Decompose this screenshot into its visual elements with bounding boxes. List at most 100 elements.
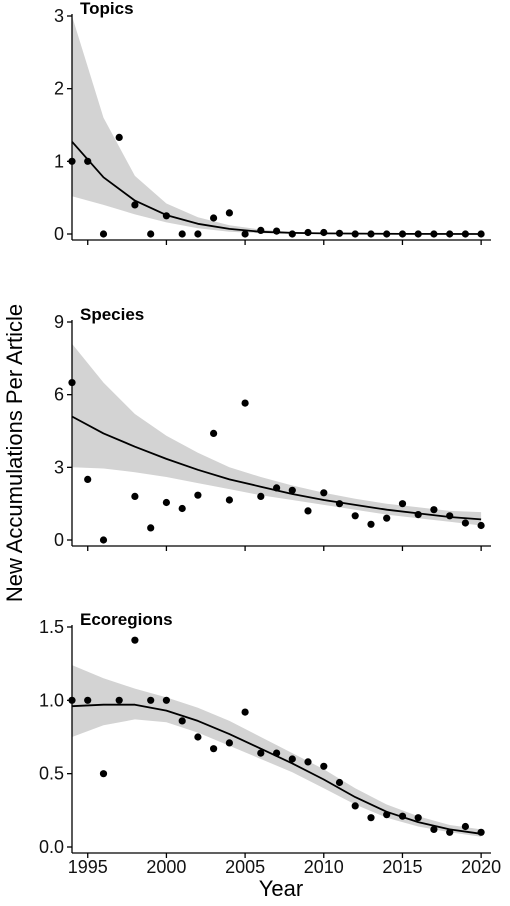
data-point	[446, 512, 454, 520]
x-tick-label: 2010	[304, 857, 344, 877]
data-point	[273, 227, 281, 235]
y-tick-label: 3	[54, 457, 64, 477]
data-point	[367, 230, 375, 238]
data-point	[115, 696, 123, 704]
y-tick-label: 6	[54, 385, 64, 405]
data-point	[68, 379, 76, 387]
data-point	[131, 636, 139, 644]
panel-title-topics: Topics	[80, 0, 134, 18]
data-point	[68, 696, 76, 704]
fitted-curve	[71, 703, 482, 835]
x-tick-label: 2005	[225, 857, 265, 877]
data-point	[178, 230, 186, 238]
data-point	[241, 708, 249, 716]
data-point	[162, 696, 170, 704]
data-point	[320, 489, 328, 497]
data-point	[273, 749, 281, 757]
data-point	[414, 230, 422, 238]
data-point	[430, 825, 438, 834]
data-point	[225, 496, 233, 504]
data-point	[288, 486, 296, 494]
data-point	[84, 696, 92, 704]
data-point	[335, 500, 344, 508]
data-point	[367, 520, 375, 528]
data-point	[383, 514, 391, 522]
data-point	[210, 214, 218, 222]
data-point	[461, 519, 469, 527]
x-axis-title: Year	[259, 876, 303, 901]
data-point	[115, 133, 123, 141]
panel-title-ecoregions: Ecoregions	[80, 610, 173, 629]
data-point	[178, 717, 186, 725]
data-point	[477, 230, 485, 238]
data-point	[288, 230, 296, 238]
data-point	[383, 230, 391, 238]
data-point	[194, 230, 202, 238]
data-point	[99, 230, 108, 238]
data-point	[210, 745, 218, 753]
data-point	[335, 229, 344, 237]
data-point	[225, 739, 233, 747]
data-point	[351, 802, 359, 810]
data-point	[398, 812, 407, 820]
data-point	[430, 506, 438, 514]
y-tick-label: 1.5	[39, 617, 64, 637]
panel-ecoregions: 0.0 0.5 1.0 1.5 1995 2000 2005 2010 2015 2020 Ecor…	[39, 610, 501, 877]
panel-species: 0 3 6 9 Species	[54, 305, 491, 551]
fitted-curve	[71, 141, 482, 235]
data-point	[398, 500, 407, 508]
data-point	[68, 157, 76, 165]
data-point	[194, 491, 202, 499]
confidence-band	[72, 16, 482, 234]
data-point	[241, 399, 249, 407]
data-point	[304, 758, 312, 766]
y-tick-label: 9	[54, 312, 64, 332]
data-point	[147, 524, 155, 532]
data-point	[194, 733, 202, 741]
y-tick-label: 0	[54, 224, 64, 244]
data-point	[131, 201, 139, 209]
data-point	[84, 475, 92, 483]
data-point	[241, 230, 249, 238]
y-tick-label: 3	[54, 6, 64, 26]
data-point	[461, 822, 469, 831]
data-point	[383, 811, 391, 819]
data-point	[477, 828, 485, 836]
data-point	[351, 512, 359, 520]
data-point	[147, 696, 155, 704]
data-point	[414, 814, 422, 822]
x-tick-label: 2020	[461, 857, 501, 877]
panel-topics: 0 1 2 3 Topics	[54, 0, 491, 245]
y-tick-label: 0.0	[39, 837, 64, 857]
data-point	[335, 778, 344, 787]
y-tick-label: 1	[54, 151, 64, 171]
data-point	[257, 749, 265, 757]
data-point	[257, 492, 265, 500]
data-point	[147, 230, 155, 238]
data-point	[477, 521, 485, 530]
data-point	[225, 209, 233, 217]
data-point	[178, 504, 186, 513]
y-axis-title: New Accumulations Per Article	[2, 304, 27, 602]
y-tick-label: 0.5	[39, 764, 64, 784]
data-point	[288, 755, 296, 763]
y-tick-label: 1.0	[39, 690, 64, 710]
x-tick-label: 2000	[146, 857, 186, 877]
data-point	[84, 157, 92, 165]
y-tick-label: 2	[54, 79, 64, 99]
data-point	[461, 230, 469, 238]
data-point	[131, 492, 139, 500]
data-point	[398, 230, 407, 238]
data-point	[446, 230, 454, 238]
data-point	[304, 507, 312, 515]
data-point	[257, 226, 265, 234]
y-tick-label: 0	[54, 530, 64, 550]
data-point	[414, 510, 422, 519]
data-point	[320, 762, 328, 770]
data-point	[99, 770, 108, 778]
x-tick-label: 1995	[68, 857, 108, 877]
data-point	[446, 828, 454, 836]
data-point	[430, 230, 438, 238]
data-point	[210, 429, 218, 437]
